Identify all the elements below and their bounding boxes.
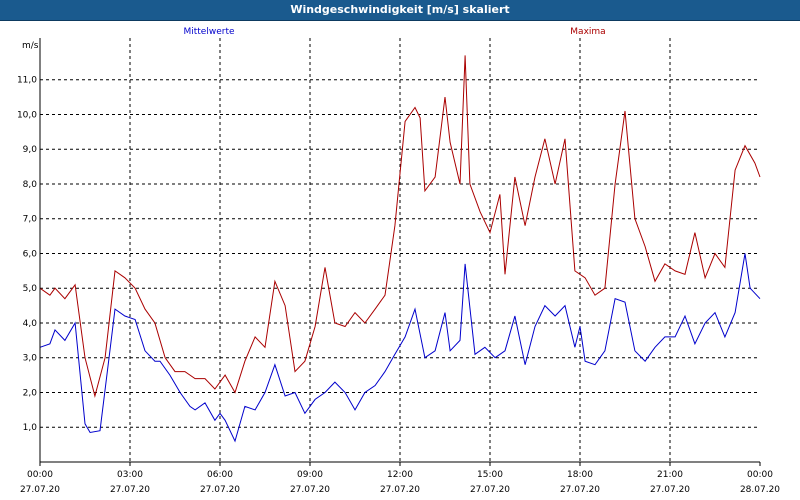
x-tick-date-label: 27.07.20 bbox=[290, 485, 330, 495]
series-layer bbox=[39, 55, 761, 443]
window-title: Windgeschwindigkeit [m/s] skaliert bbox=[290, 3, 510, 16]
x-tick-date-label: 27.07.20 bbox=[560, 485, 600, 495]
x-tick-time-label: 00:00 bbox=[747, 470, 773, 480]
y-tick-label: 8,0 bbox=[23, 180, 38, 190]
x-tick-date-label: 27.07.20 bbox=[650, 485, 690, 495]
y-tick-label: 4,0 bbox=[23, 319, 38, 329]
y-tick-label: 3,0 bbox=[23, 354, 38, 364]
y-axis-unit-label: m/s bbox=[22, 41, 39, 51]
y-tick-label: 6,0 bbox=[23, 249, 38, 259]
x-tick-date-label: 27.07.20 bbox=[20, 485, 60, 495]
y-tick-label: 1,0 bbox=[23, 423, 38, 433]
x-tick-date-label: 28.07.20 bbox=[740, 485, 780, 495]
x-tick-date-label: 27.07.20 bbox=[470, 485, 510, 495]
x-tick-time-label: 00:00 bbox=[27, 470, 53, 480]
y-tick-label: 7,0 bbox=[23, 215, 38, 225]
x-tick-time-label: 03:00 bbox=[117, 470, 143, 480]
x-tick-time-label: 15:00 bbox=[477, 470, 503, 480]
y-tick-label: 10,0 bbox=[17, 110, 37, 120]
series-line-mittelwerte bbox=[39, 253, 761, 443]
x-tick-time-label: 09:00 bbox=[297, 470, 323, 480]
series-line-maxima bbox=[39, 55, 761, 398]
x-tick-time-label: 21:00 bbox=[657, 470, 683, 480]
x-tick-date-label: 27.07.20 bbox=[110, 485, 150, 495]
axes: 1,0 2,0 3,0 4,0 5,0 6,0 7,0 8,0 9,0 10,0 11,0 00:00… bbox=[17, 27, 780, 495]
y-tick-label: 2,0 bbox=[23, 388, 38, 398]
y-tick-label: 9,0 bbox=[23, 145, 38, 155]
y-tick-label: 11,0 bbox=[17, 76, 37, 86]
x-tick-time-label: 18:00 bbox=[567, 470, 593, 480]
legend-label-maxima: Maxima bbox=[570, 27, 605, 37]
x-tick-date-label: 27.07.20 bbox=[380, 485, 420, 495]
window-title-bar: Windgeschwindigkeit [m/s] skaliert bbox=[0, 0, 800, 21]
x-tick-date-label: 27.07.20 bbox=[200, 485, 240, 495]
x-tick-time-label: 12:00 bbox=[387, 470, 413, 480]
legend-label-mittelwerte: Mittelwerte bbox=[183, 27, 234, 37]
grid bbox=[40, 38, 760, 462]
x-tick-time-label: 06:00 bbox=[207, 470, 233, 480]
y-tick-label: 5,0 bbox=[23, 284, 38, 294]
